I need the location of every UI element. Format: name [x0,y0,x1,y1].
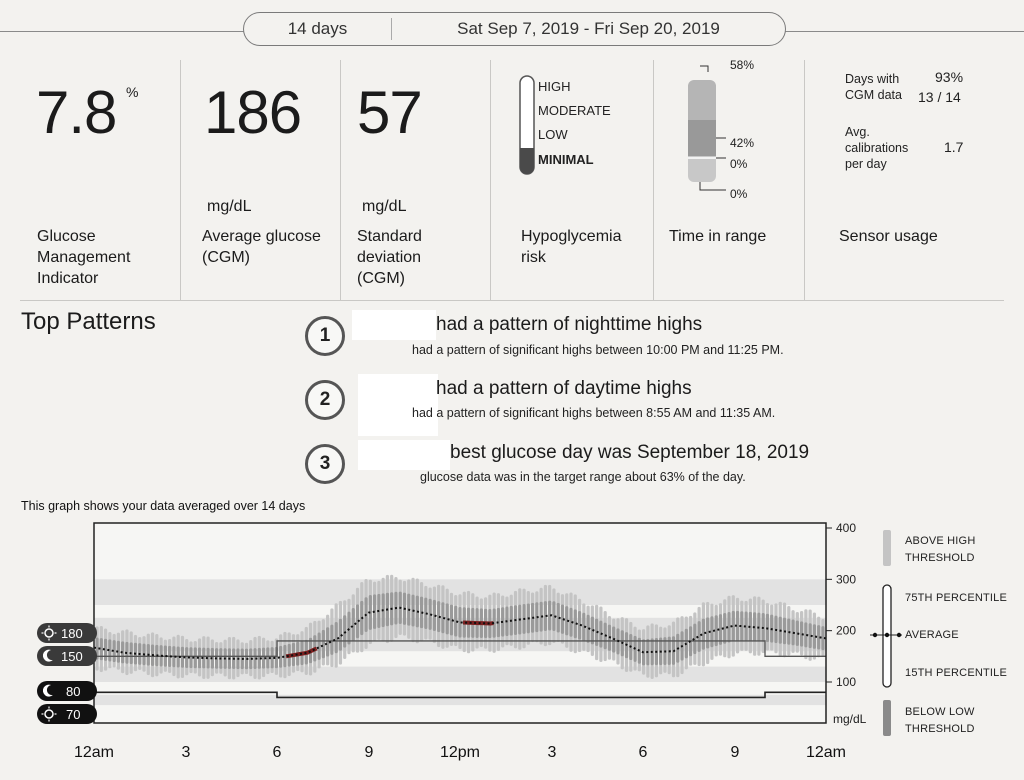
avg-glucose-unit: mg/dL [207,198,252,215]
x-tick-label: 9 [364,744,374,761]
x-tick-label: 12pm [439,744,481,761]
sensor-calib-value: 1.7 [944,139,964,155]
legend-above-high-swatch [883,530,891,566]
legend-average: AVERAGE [905,629,959,641]
x-tick-label: 6 [638,744,648,761]
high-threshold-line [94,640,826,657]
hypo-level-low: LOW [538,127,568,142]
panel-divider [804,60,805,300]
tir-label: Time in range [669,228,767,245]
threshold-low-day-value: 70 [66,707,80,722]
low-threshold-line [94,691,826,699]
hypo-level-moderate: MODERATE [538,103,611,118]
hypo-risk-label: Hypoglycemia risk [521,228,622,266]
sensor-days-label: Days with CGM data [845,72,902,102]
legend-below-low: BELOW LOW THRESHOLD [905,706,975,735]
pattern-1-headline: had a pattern of nighttime highs [436,314,703,335]
hypo-risk-gauge [519,75,535,175]
top-patterns-title: Top Patterns [21,308,156,335]
threshold-low-day-pill: 70 [37,704,97,724]
pattern-3-headline: best glucose day was September 18, 2019 [450,442,810,463]
redaction [358,440,450,470]
pattern-2-headline: had a pattern of daytime highs [436,378,692,399]
threshold-low-night-value: 80 [66,684,80,699]
avg-glucose-label: Average glucose (CGM) [202,228,321,266]
sensor-calib-label: Avg. calibrations per day [845,125,909,171]
std-dev-unit: mg/dL [362,198,407,215]
std-dev-value: 57 [357,79,423,146]
grid-band [94,694,826,706]
x-tick-label: 3 [547,744,557,761]
panel-divider [340,60,341,300]
sensor-days-pct: 93% [935,69,964,85]
date-range-text[interactable]: Sat Sep 7, 2019 - Fri Sep 20, 2019 [457,19,720,38]
y-tick-label: 200 [836,624,856,638]
hypo-level-high: HIGH [538,79,571,94]
x-tick-label: 9 [730,744,740,761]
sensor-days-count: 13 / 14 [918,89,961,105]
threshold-low-night-pill: 80 [37,681,97,701]
panel-divider [180,60,181,300]
threshold-high-night-value: 150 [61,649,83,664]
gmi-value: 7.8 [36,79,117,146]
time-in-range-bar [688,65,726,191]
plot-frame [93,522,827,724]
std-dev-label: Standard deviation (CGM) [357,228,422,287]
sensor-usage-label: Sensor usage [839,228,938,245]
y-tick-label: 300 [836,572,856,586]
pattern-1-detail: had a pattern of significant highs betwe… [412,343,784,357]
gmi-label: Glucose Management Indicator [37,228,131,287]
period-days[interactable]: 14 days [287,19,348,38]
x-tick-label: 6 [272,744,282,761]
pattern-2-detail: had a pattern of significant highs betwe… [412,406,776,420]
redaction [352,310,436,340]
y-tick-label: 100 [836,675,856,689]
hypo-level-minimal: MINIMAL [538,152,594,167]
tir-below-value: 0% [730,157,748,171]
pattern-3-detail: glucose data was in the target range abo… [420,470,746,484]
date-divider [391,18,392,40]
panel-divider [653,60,654,300]
panel-divider [490,60,491,300]
threshold-high-day-value: 180 [61,626,83,641]
legend-average-dot [872,632,878,638]
x-tick-label: 3 [181,744,191,761]
average-line [93,606,827,660]
tir-above-value: 58% [730,58,755,72]
gmi-unit: % [126,84,139,100]
hypo-risk-fill [520,148,534,174]
glucose-agp-chart: 100 200 300 400 [93,521,902,736]
tir-mid-segment [688,120,716,156]
tir-above-segment [688,80,716,126]
threshold-high-night-pill: 150 [37,646,97,666]
graph-caption: This graph shows your data averaged over… [21,499,306,513]
y-unit-label: mg/dL [833,712,867,726]
tir-very-low-value: 0% [730,187,748,201]
pattern-3-badge: 3 [305,444,345,484]
legend-above-high: ABOVE HIGH THRESHOLD [905,535,976,564]
threshold-high-day-pill: 180 [37,623,97,643]
x-tick-label: 12am [805,744,847,761]
legend-average-dot [896,632,902,638]
pattern-2-badge: 2 [305,380,345,420]
redaction [358,374,438,436]
legend-15th: 15TH PERCENTILE [905,667,1008,679]
tir-range-segment [688,156,716,182]
legend-average-dot [884,632,890,638]
avg-glucose-value: 186 [204,79,302,146]
legend-below-low-swatch [883,700,891,736]
date-range-selector[interactable]: 14 days Sat Sep 7, 2019 - Fri Sep 20, 20… [243,12,786,46]
y-tick-label: 400 [836,521,856,535]
legend-75th: 75TH PERCENTILE [905,592,1008,604]
tir-in-range-value: 42% [730,136,755,150]
x-tick-label: 12am [73,744,115,761]
stats-rule [20,300,1004,301]
pattern-1-badge: 1 [305,316,345,356]
